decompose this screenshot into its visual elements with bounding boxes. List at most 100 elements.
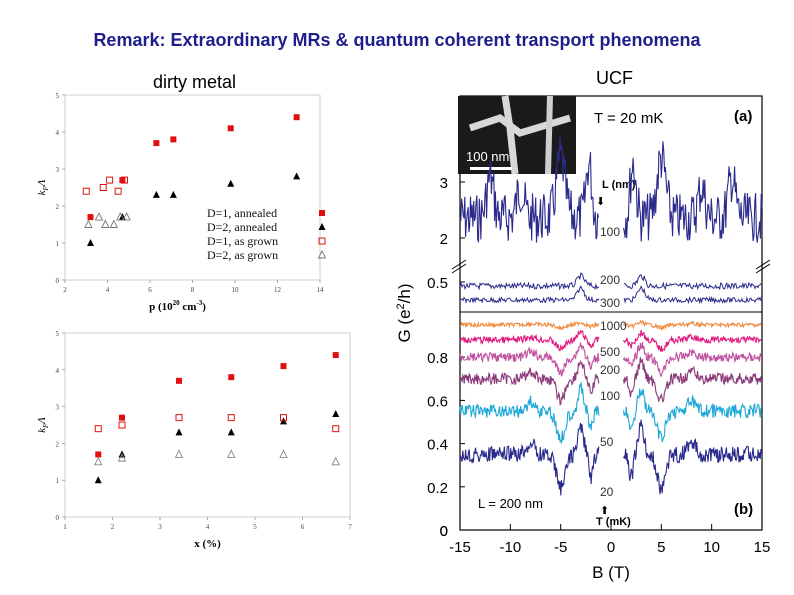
trace-T500 xyxy=(459,329,762,352)
data-point xyxy=(279,449,288,458)
y-tick-label: 2 xyxy=(440,231,448,248)
x-tick-label: 1 xyxy=(63,523,67,531)
x-tick-label: 4 xyxy=(106,286,110,294)
data-point xyxy=(118,421,126,429)
data-point xyxy=(116,212,125,221)
x-tick-label: -15 xyxy=(449,539,471,556)
y-tick-label: 3 xyxy=(56,404,60,412)
data-point xyxy=(169,190,177,198)
data-point xyxy=(94,476,102,484)
data-point xyxy=(94,212,104,221)
x-tick-label: 6 xyxy=(301,523,305,531)
legend-marker xyxy=(317,249,327,259)
chart-ucf: 100 nmT = 20 mK (a)L (nm)⬇230.51002003000… xyxy=(395,95,770,582)
x-tick-label: 4 xyxy=(206,523,210,531)
y-tick-label: 5 xyxy=(56,330,60,338)
data-point xyxy=(331,456,340,466)
x-tick-label: 6 xyxy=(148,286,152,294)
x-tick-label: -5 xyxy=(554,539,567,556)
data-point xyxy=(119,177,126,184)
ucf-label: UCF xyxy=(596,68,633,88)
y-tick-label: 4 xyxy=(56,129,60,137)
data-point xyxy=(99,184,107,191)
data-point xyxy=(176,377,182,384)
data-point xyxy=(87,214,94,221)
data-point xyxy=(293,114,300,121)
data-point xyxy=(293,172,301,180)
data-point xyxy=(121,176,128,184)
panel-b-label: (b) xyxy=(734,501,753,518)
y-tick-label: 5 xyxy=(56,92,60,100)
trace-T200 xyxy=(459,341,763,378)
data-point xyxy=(119,414,125,421)
data-point xyxy=(227,179,235,187)
y-tick-label: 0 xyxy=(56,277,60,285)
data-point xyxy=(95,451,102,458)
x-tick-label: 7 xyxy=(348,523,352,531)
data-point xyxy=(227,125,234,132)
temperature-label: T = 20 mK xyxy=(594,110,663,127)
trace-T20 xyxy=(459,419,763,496)
data-point xyxy=(227,428,235,436)
trace-L100 xyxy=(459,137,763,244)
data-point xyxy=(117,453,127,462)
legend-label: D=2, annealed xyxy=(207,220,277,234)
data-point xyxy=(227,449,236,458)
y-axis-label: G (e2/h) xyxy=(395,283,414,342)
axis-break xyxy=(451,259,467,270)
axis-break xyxy=(451,263,467,274)
scale-bar-label: 100 nm xyxy=(466,149,509,164)
data-point xyxy=(101,219,110,228)
y-tick-label: 0.8 xyxy=(427,350,448,367)
y-tick-label: 0.5 xyxy=(427,275,448,292)
x-tick-label: 3 xyxy=(158,523,162,531)
trace-T1000 xyxy=(459,319,762,331)
trace-L300 xyxy=(459,285,763,305)
y-tick-label: 0 xyxy=(440,523,448,540)
data-point xyxy=(174,449,184,458)
data-point xyxy=(94,425,102,433)
y-tick-label: 4 xyxy=(56,367,60,375)
trace-label: 20 xyxy=(600,485,614,499)
slide-title: Remark: Extraordinary MRs & quantum cohe… xyxy=(93,30,701,50)
y-tick-label: 0 xyxy=(440,523,448,540)
trace-label: 200 xyxy=(600,363,620,377)
data-point xyxy=(122,212,131,221)
data-point xyxy=(114,187,122,195)
x-tick-label: 5 xyxy=(657,539,665,556)
legend-label: D=2, as grown xyxy=(207,248,278,262)
trace-label: 100 xyxy=(600,389,620,403)
temperature-header: T (mK) xyxy=(596,516,631,528)
y-tick-label: 3 xyxy=(56,166,60,174)
dirty-metal-label: dirty metal xyxy=(153,72,237,92)
y-tick-label: 0.6 xyxy=(427,393,448,410)
legend-label: D=1, as grown xyxy=(207,234,278,248)
trace-label: 500 xyxy=(600,345,620,359)
data-point xyxy=(87,239,94,246)
arrow-down-icon: ⬇ xyxy=(596,196,605,208)
y-tick-label: 3 xyxy=(440,175,448,192)
data-point xyxy=(332,425,340,433)
legend-marker xyxy=(318,223,326,230)
data-point xyxy=(94,456,103,466)
data-point xyxy=(228,374,235,381)
data-point xyxy=(332,352,339,359)
x-tick-label: 12 xyxy=(274,286,282,294)
sem-wire xyxy=(501,95,519,175)
data-point xyxy=(175,414,183,422)
data-point xyxy=(84,219,93,228)
trace-label: 1000 xyxy=(600,319,627,333)
data-point xyxy=(109,219,119,228)
trace-label: 300 xyxy=(600,296,620,310)
x-tick-label: 8 xyxy=(191,286,195,294)
length-header: L (nm) xyxy=(602,179,636,191)
x-tick-label: 10 xyxy=(703,539,720,556)
data-point xyxy=(153,140,160,147)
data-point xyxy=(280,414,287,422)
x-tick-label: 5 xyxy=(253,523,257,531)
legend-marker xyxy=(319,210,325,216)
sem-wire xyxy=(545,95,553,175)
trace-L200 xyxy=(459,272,762,291)
